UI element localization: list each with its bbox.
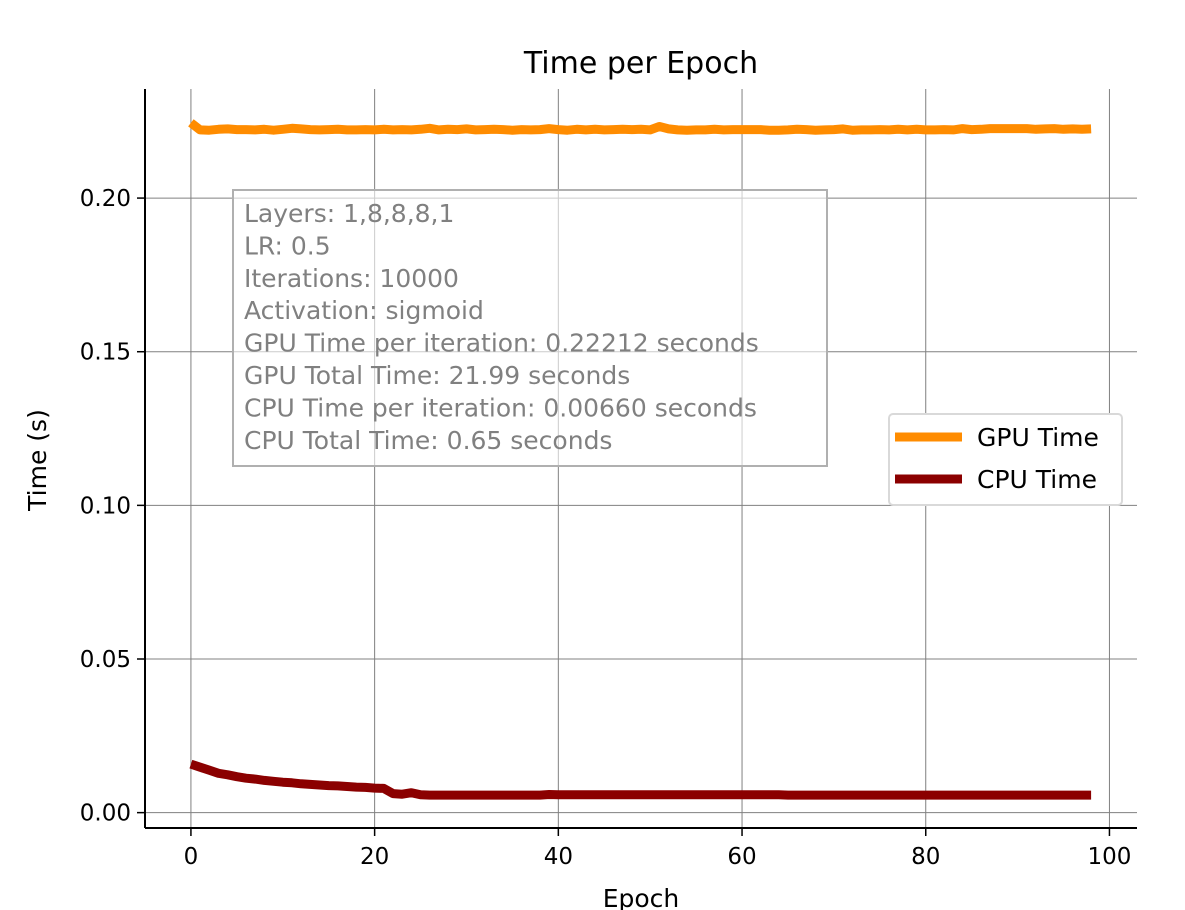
annotation-line: GPU Total Time: 21.99 seconds [244, 361, 630, 390]
annotation-frame [232, 189, 828, 467]
x-ticks: 0 20 40 60 80 100 [184, 828, 1131, 870]
y-axis-label: Time (s) [23, 409, 52, 512]
legend: GPU Time CPU Time [888, 413, 1123, 506]
y-tick-label: 0.10 [80, 493, 131, 519]
y-tick-label: 0.00 [80, 801, 131, 827]
x-tick-label: 20 [360, 844, 389, 870]
x-tick-label: 60 [727, 844, 756, 870]
annotation-line: Iterations: 10000 [244, 264, 459, 293]
annotation-line: CPU Time per iteration: 0.00660 seconds [244, 393, 757, 422]
x-tick-label: 40 [544, 844, 573, 870]
series-line-gpu-time [188, 119, 1092, 135]
annotation-line: GPU Time per iteration: 0.22212 seconds [244, 329, 759, 358]
series-layer [188, 119, 1092, 800]
annotation-line: Activation: sigmoid [244, 296, 484, 325]
x-axis-label: Epoch [603, 884, 680, 910]
info-annotation-box: Layers: 1,8,8,8,1 LR: 0.5 Iterations: 1000… [232, 189, 828, 467]
series-line-cpu-time [189, 759, 1092, 800]
annotation-line: LR: 0.5 [244, 231, 331, 260]
annotation-line: Layers: 1,8,8,8,1 [244, 199, 454, 228]
annotation-line: CPU Total Time: 0.65 seconds [244, 426, 612, 455]
y-tick-label: 0.20 [80, 186, 131, 212]
y-tick-label: 0.05 [80, 647, 131, 673]
y-ticks: 0.00 0.05 0.10 0.15 0.20 [80, 186, 145, 827]
axes [144, 89, 1137, 829]
y-tick-label: 0.15 [80, 340, 131, 366]
x-tick-label: 0 [184, 844, 199, 870]
chart-title: Time per Epoch [523, 46, 758, 81]
legend-label: GPU Time [977, 423, 1099, 452]
x-tick-label: 100 [1087, 844, 1131, 870]
x-tick-label: 80 [911, 844, 940, 870]
legend-label: CPU Time [977, 465, 1097, 494]
